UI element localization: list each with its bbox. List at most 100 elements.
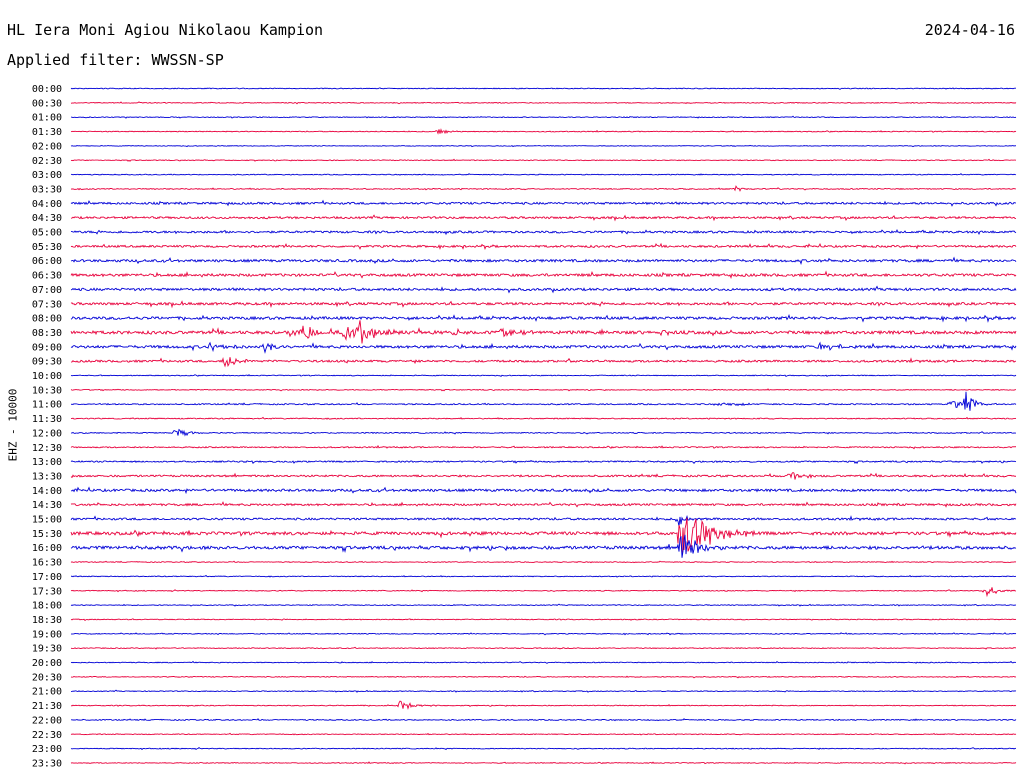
trace-row-0100 — [70, 115, 1017, 119]
trace-row-0000 — [70, 87, 1017, 90]
trace-row-0230 — [70, 158, 1017, 162]
trace-row-0730 — [70, 300, 1017, 309]
trace-row-2330 — [70, 761, 1017, 765]
trace-row-0600 — [70, 256, 1017, 265]
trace-row-1930 — [70, 646, 1017, 650]
tick-label: 01:30 — [32, 127, 62, 138]
trace-row-1300 — [70, 459, 1017, 465]
trace-row-1700 — [70, 574, 1017, 578]
tick-label: 07:30 — [32, 299, 62, 310]
tick-label: 09:30 — [32, 357, 62, 368]
trace-row-2030 — [70, 675, 1017, 679]
tick-label: 12:30 — [32, 443, 62, 454]
tick-label: 17:30 — [32, 586, 62, 597]
tick-label: 15:00 — [32, 515, 62, 526]
trace-row-2130 — [70, 700, 1017, 710]
tick-label: 03:00 — [32, 170, 62, 181]
trace-row-0900 — [70, 341, 1017, 354]
trace-row-1430 — [70, 501, 1017, 508]
tick-label: 15:30 — [32, 529, 62, 540]
tick-label: 12:00 — [32, 428, 62, 439]
trace-row-2300 — [70, 747, 1017, 751]
tick-label: 20:00 — [32, 658, 62, 669]
tick-label: 06:30 — [32, 271, 62, 282]
tick-label: 17:00 — [32, 572, 62, 583]
tick-label: 21:30 — [32, 701, 62, 712]
trace-row-0400 — [70, 199, 1017, 207]
tick-label: 04:00 — [32, 199, 62, 210]
trace-row-1230 — [70, 444, 1017, 450]
tick-label: 16:00 — [32, 543, 62, 554]
trace-row-1130 — [70, 416, 1017, 420]
trace-row-1500 — [70, 515, 1017, 527]
tick-label: 13:30 — [32, 471, 62, 482]
tick-label: 23:00 — [32, 744, 62, 755]
filter-prefix: Applied filter: — [7, 51, 152, 69]
trace-row-1330 — [70, 471, 1017, 480]
tick-label: 05:00 — [32, 228, 62, 239]
trace-row-2230 — [70, 732, 1017, 736]
tick-label: 02:00 — [32, 141, 62, 152]
trace-row-0300 — [70, 173, 1017, 176]
tick-label: 04:30 — [32, 213, 62, 224]
tick-label: 18:30 — [32, 615, 62, 626]
trace-row-0530 — [70, 242, 1017, 251]
tick-label: 22:00 — [32, 715, 62, 726]
trace-row-1400 — [70, 486, 1017, 495]
trace-row-0030 — [70, 101, 1017, 105]
station-title: HL Iera Moni Agiou Nikolaou Kampion — [7, 21, 324, 39]
tick-label: 06:00 — [32, 256, 62, 267]
trace-row-0800 — [70, 313, 1017, 323]
trace-row-1100 — [70, 391, 1017, 411]
trace-row-1030 — [70, 388, 1017, 392]
tick-label: 01:00 — [32, 113, 62, 124]
filter-name: WWSSN-SP — [151, 51, 224, 69]
trace-row-0130 — [70, 128, 1017, 135]
tick-label: 05:30 — [32, 242, 62, 253]
trace-row-0500 — [70, 228, 1017, 236]
tick-label: 00:00 — [32, 84, 62, 95]
tick-label: 03:30 — [32, 184, 62, 195]
tick-label: 13:00 — [32, 457, 62, 468]
trace-row-0700 — [70, 285, 1017, 294]
trace-layer — [70, 87, 1017, 765]
tick-label: 08:00 — [32, 314, 62, 325]
trace-row-1200 — [70, 428, 1017, 437]
trace-row-0200 — [70, 144, 1017, 148]
trace-row-1730 — [70, 587, 1017, 598]
trace-row-1830 — [70, 618, 1017, 621]
tick-label: 07:00 — [32, 285, 62, 296]
tick-label: 09:00 — [32, 342, 62, 353]
tick-label: 20:30 — [32, 672, 62, 683]
tick-label: 10:00 — [32, 371, 62, 382]
tick-label: 08:30 — [32, 328, 62, 339]
tick-label: 19:00 — [32, 629, 62, 640]
trace-row-1900 — [70, 632, 1017, 636]
date-label: 2024-04-16 — [924, 21, 1015, 39]
trace-row-1800 — [70, 603, 1017, 607]
tick-label: 11:30 — [32, 414, 62, 425]
trace-row-0830 — [70, 320, 1017, 344]
trace-row-2000 — [70, 660, 1017, 664]
tick-label-layer: 00:00 00:30 01:00 01:30 02:00 02:30 03:00 03:30… — [32, 84, 62, 769]
tick-label: 14:30 — [32, 500, 62, 511]
trace-row-2200 — [70, 718, 1017, 722]
tick-label: 21:00 — [32, 687, 62, 698]
trace-row-2100 — [70, 689, 1017, 693]
tick-label: 10:30 — [32, 385, 62, 396]
tick-label: 11:00 — [32, 400, 62, 411]
trace-row-0630 — [70, 270, 1017, 280]
tick-label: 22:30 — [32, 730, 62, 741]
tick-label: 16:30 — [32, 558, 62, 569]
trace-row-0930 — [70, 357, 1017, 368]
trace-row-1530 — [70, 517, 1017, 553]
filter-label: Applied filter: WWSSN-SP — [7, 50, 224, 70]
trace-row-0330 — [70, 185, 1017, 192]
tick-label: 23:30 — [32, 758, 62, 769]
tick-label: 00:30 — [32, 98, 62, 109]
tick-label: 19:30 — [32, 644, 62, 655]
trace-row-0430 — [70, 214, 1017, 222]
tick-label: 18:00 — [32, 601, 62, 612]
tick-label: 14:00 — [32, 486, 62, 497]
